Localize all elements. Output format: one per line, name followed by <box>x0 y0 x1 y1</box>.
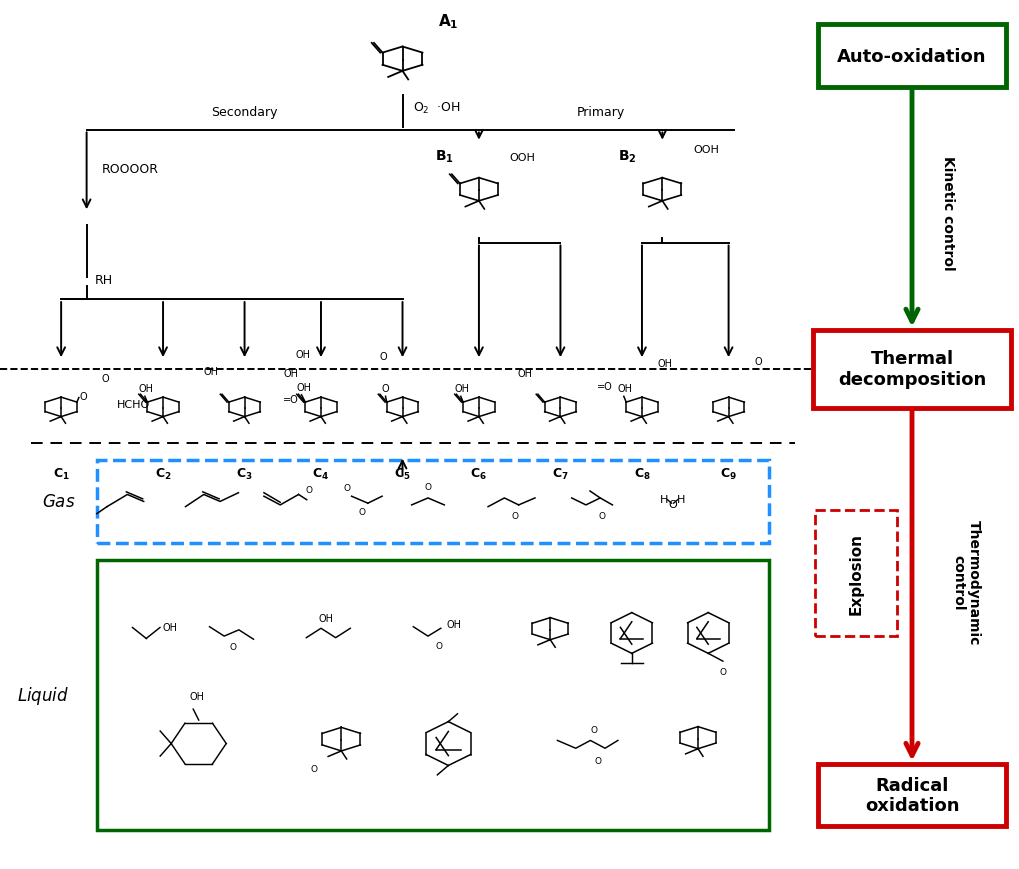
Text: O: O <box>344 483 351 492</box>
Text: O: O <box>230 643 236 652</box>
Text: OH: OH <box>618 384 633 394</box>
Text: $\mathbf{C_2}$: $\mathbf{C_2}$ <box>155 466 171 481</box>
Text: RH: RH <box>95 274 113 286</box>
Text: O: O <box>359 507 365 516</box>
Text: O: O <box>591 726 597 734</box>
Text: Thermodynamic
control: Thermodynamic control <box>951 520 981 645</box>
Text: Auto-oxidation: Auto-oxidation <box>838 48 986 65</box>
Text: OH: OH <box>204 367 219 377</box>
Text: OH: OH <box>319 614 334 623</box>
Text: O: O <box>594 756 601 766</box>
Text: O: O <box>668 500 677 509</box>
Text: =O: =O <box>283 395 299 405</box>
Text: O: O <box>311 764 317 773</box>
Text: $\mathbf{B_1}$: $\mathbf{B_1}$ <box>435 149 453 164</box>
Text: $\mathit{Liquid}$: $\mathit{Liquid}$ <box>16 684 69 706</box>
Bar <box>817 764 1006 826</box>
Text: O: O <box>599 511 605 521</box>
Text: O: O <box>79 391 87 401</box>
Text: $\mathbf{C_4}$: $\mathbf{C_4}$ <box>313 466 329 481</box>
Text: OH: OH <box>518 368 533 379</box>
Text: OH: OH <box>139 384 154 394</box>
Text: Secondary: Secondary <box>211 106 278 119</box>
Text: Radical
oxidation: Radical oxidation <box>865 776 959 814</box>
Text: O: O <box>102 374 109 383</box>
Text: OH: OH <box>446 620 462 630</box>
Text: $\mathbf{C_7}$: $\mathbf{C_7}$ <box>552 466 569 481</box>
Bar <box>97 561 769 830</box>
Text: OH: OH <box>657 358 673 368</box>
Text: OH: OH <box>190 692 205 701</box>
Text: O: O <box>380 351 387 362</box>
Text: O: O <box>425 483 431 492</box>
Text: $\mathbf{C_3}$: $\mathbf{C_3}$ <box>236 466 253 481</box>
Text: $\mathbf{C_8}$: $\mathbf{C_8}$ <box>634 466 650 481</box>
Text: O: O <box>382 384 389 394</box>
Bar <box>817 25 1006 88</box>
Text: Explosion: Explosion <box>849 533 863 614</box>
Text: O: O <box>719 667 727 677</box>
Text: O: O <box>754 357 761 367</box>
Text: OH: OH <box>296 349 311 360</box>
Text: HCHO: HCHO <box>117 399 151 409</box>
Text: O$_2$  ·OH: O$_2$ ·OH <box>413 101 461 116</box>
Bar <box>813 330 1011 408</box>
Text: Kinetic control: Kinetic control <box>941 156 955 270</box>
Text: Thermal
decomposition: Thermal decomposition <box>838 350 986 388</box>
Text: OOH: OOH <box>693 144 718 155</box>
Text: OH: OH <box>454 384 470 394</box>
Text: OH: OH <box>283 368 299 379</box>
Bar <box>97 461 769 543</box>
Text: $\mathbf{C_5}$: $\mathbf{C_5}$ <box>394 466 411 481</box>
Text: $\mathit{Gas}$: $\mathit{Gas}$ <box>43 493 75 511</box>
Text: $\mathbf{B_2}$: $\mathbf{B_2}$ <box>619 149 637 164</box>
Bar <box>815 510 897 636</box>
Text: H: H <box>660 494 668 504</box>
Text: OH: OH <box>297 382 312 392</box>
Text: O: O <box>512 511 518 521</box>
Text: $\mathbf{C_9}$: $\mathbf{C_9}$ <box>720 466 737 481</box>
Text: H: H <box>677 494 685 504</box>
Text: O: O <box>435 641 442 650</box>
Text: $\mathbf{C_1}$: $\mathbf{C_1}$ <box>53 466 69 481</box>
Text: O: O <box>306 486 313 494</box>
Text: $\mathbf{A_1}$: $\mathbf{A_1}$ <box>438 12 459 31</box>
Text: OOH: OOH <box>510 153 535 163</box>
Text: Primary: Primary <box>577 106 626 119</box>
Text: OH: OH <box>163 623 177 633</box>
Text: =O: =O <box>597 381 612 392</box>
Text: ROOOOR: ROOOOR <box>102 163 159 176</box>
Text: $\mathbf{C_6}$: $\mathbf{C_6}$ <box>471 466 487 481</box>
